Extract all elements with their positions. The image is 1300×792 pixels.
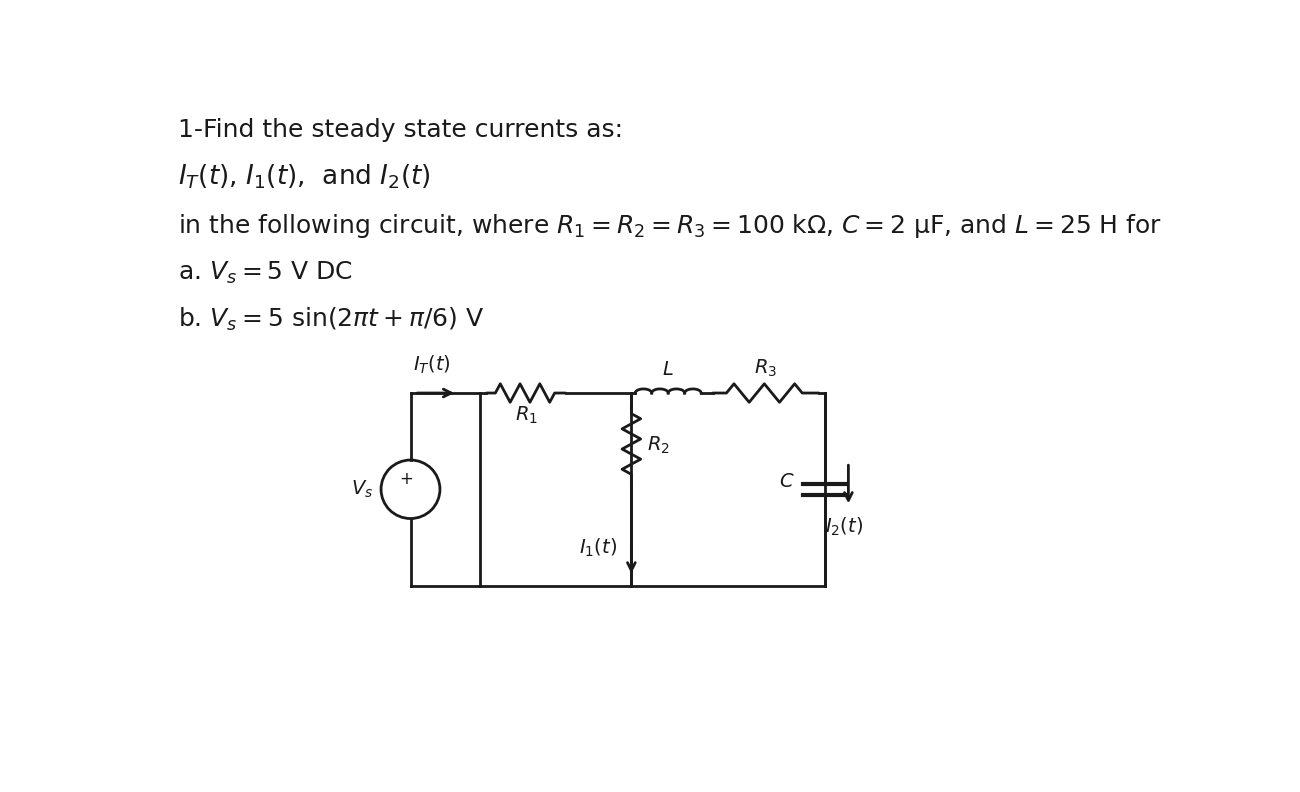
Circle shape bbox=[381, 460, 439, 519]
Text: 1-Find the steady state currents as:: 1-Find the steady state currents as: bbox=[178, 118, 623, 142]
Text: b. $V_s = 5$ sin$(2\pi t+\pi/6)$ V: b. $V_s = 5$ sin$(2\pi t+\pi/6)$ V bbox=[178, 306, 484, 333]
Text: in the following circuit, where $R_1 = R_2 = R_3 =100$ kΩ, $C = 2$ μF, and $L = : in the following circuit, where $R_1 = R… bbox=[178, 212, 1162, 240]
Text: $R_2$: $R_2$ bbox=[647, 434, 670, 455]
Text: $I_T(t)$: $I_T(t)$ bbox=[413, 354, 451, 376]
Text: $R_3$: $R_3$ bbox=[754, 358, 777, 379]
Text: +: + bbox=[399, 470, 413, 488]
Text: $I_1(t)$: $I_1(t)$ bbox=[580, 537, 617, 559]
Text: $V_s$: $V_s$ bbox=[351, 478, 373, 500]
Text: $R_1$: $R_1$ bbox=[515, 405, 537, 426]
Text: $C$: $C$ bbox=[779, 472, 794, 491]
Text: $I_T(t)$, $I_1(t)$,  and $I_2(t)$: $I_T(t)$, $I_1(t)$, and $I_2(t)$ bbox=[178, 162, 430, 191]
Text: a. $V_s = 5$ V DC: a. $V_s = 5$ V DC bbox=[178, 260, 354, 286]
Text: $L$: $L$ bbox=[662, 360, 673, 379]
Text: $I_2(t)$: $I_2(t)$ bbox=[826, 516, 863, 538]
